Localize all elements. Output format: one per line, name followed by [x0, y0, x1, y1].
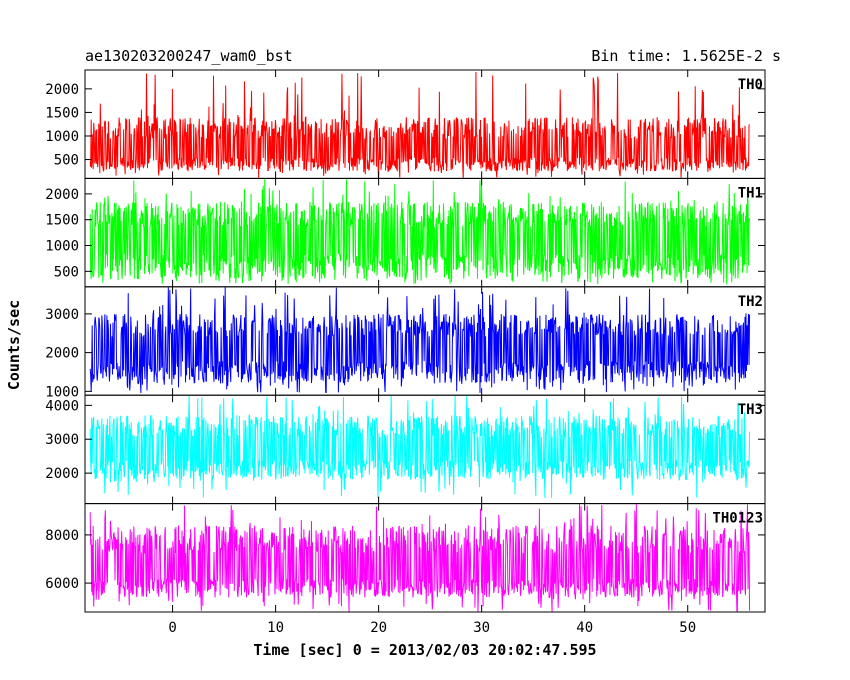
x-tick-label: 30 — [473, 620, 490, 636]
panel-label: TH0123 — [712, 511, 763, 527]
y-tick-label: 500 — [54, 153, 79, 169]
x-axis-label: Time [sec] 0 = 2013/02/03 20:02:47.595 — [253, 641, 596, 659]
y-tick-label: 1000 — [45, 239, 79, 255]
y-tick-label: 3000 — [45, 307, 79, 323]
x-tick-label: 0 — [168, 620, 176, 636]
x-tick-label: 50 — [679, 620, 696, 636]
y-tick-label: 500 — [54, 264, 79, 280]
y-tick-label: 2000 — [45, 466, 79, 482]
chart-title: ae130203200247_wam0_bst — [85, 47, 293, 65]
series-th2 — [89, 287, 751, 394]
series-th0 — [89, 71, 750, 179]
y-tick-label: 2000 — [45, 346, 79, 362]
y-tick-label: 8000 — [45, 528, 79, 544]
y-tick-label: 4000 — [45, 398, 79, 414]
panel-label: TH1 — [738, 185, 763, 201]
panel-th1: 500 1000 1500 2000 TH1 — [45, 177, 766, 288]
x-tick-label: 20 — [370, 620, 387, 636]
series-th3 — [89, 395, 751, 499]
panel-label: TH3 — [738, 402, 763, 418]
y-axis-label: Counts/sec — [5, 300, 23, 390]
x-tick-label: 10 — [267, 620, 284, 636]
y-tick-label: 2000 — [45, 82, 79, 98]
panel-th0: 500 1000 1500 2000 TH0 — [45, 69, 766, 179]
panel-label: TH0 — [738, 77, 763, 93]
y-tick-label: 6000 — [45, 576, 79, 592]
panel-label: TH2 — [738, 294, 763, 310]
panel-th2: 1000 2000 3000 TH2 — [45, 286, 766, 400]
panel-th3: 2000 3000 4000 TH3 — [45, 394, 766, 505]
panel-th0123: 6000 8000 TH0123 — [45, 503, 766, 613]
y-tick-label: 1500 — [45, 105, 79, 121]
y-tick-label: 1500 — [45, 213, 79, 229]
y-tick-label: 1000 — [45, 129, 79, 145]
bin-time-label: Bin time: 1.5625E-2 s — [591, 47, 781, 65]
y-tick-label: 1000 — [45, 384, 79, 400]
y-tick-label: 2000 — [45, 187, 79, 203]
series-th1 — [89, 178, 751, 285]
y-tick-label: 3000 — [45, 432, 79, 448]
panel-frame — [84, 503, 766, 613]
x-tick-label: 40 — [576, 620, 593, 636]
series-th0123 — [89, 503, 751, 612]
